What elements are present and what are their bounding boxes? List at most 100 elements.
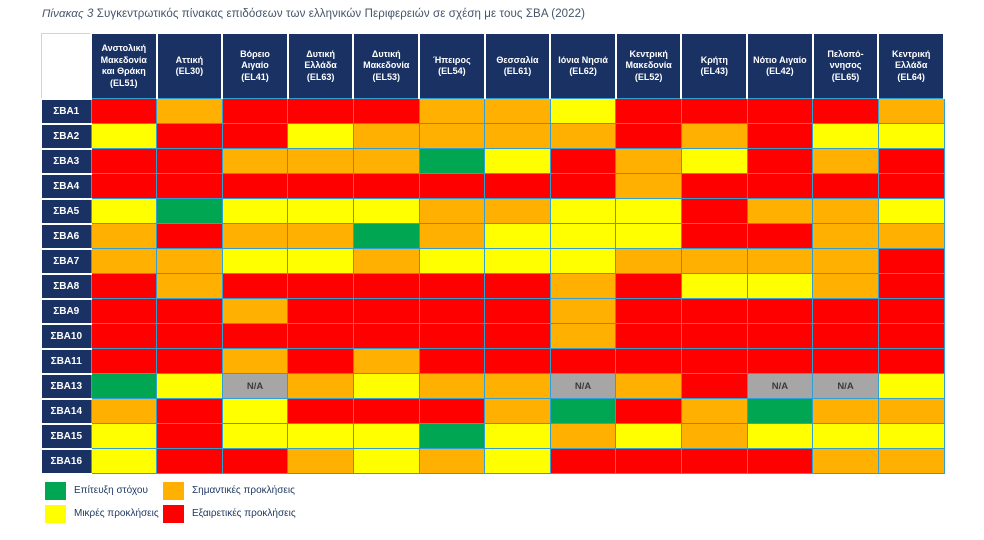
caption-label: Πίνακας 3	[42, 8, 94, 20]
matrix-row: ΣΒΑ3	[40, 147, 945, 175]
status-cell	[418, 298, 486, 324]
status-cell	[352, 198, 420, 224]
column-header-EL64: Κεντρική Ελλάδα (EL64)	[877, 32, 945, 99]
status-cell	[549, 173, 617, 199]
status-cell	[90, 173, 158, 199]
status-cell	[90, 423, 158, 449]
status-cell	[90, 248, 158, 274]
status-cell	[156, 198, 223, 224]
status-cell	[352, 248, 420, 274]
status-cell	[221, 298, 289, 324]
matrix-row: ΣΒΑ8	[40, 272, 945, 300]
status-cell	[418, 173, 486, 199]
status-cell	[221, 98, 289, 124]
status-cell	[615, 123, 682, 149]
status-cell	[877, 448, 945, 474]
status-cell	[680, 448, 748, 474]
status-cell	[156, 148, 223, 174]
status-cell	[746, 348, 814, 374]
caption-text: Συγκεντρωτικός πίνακας επιδόσεων των ελλ…	[96, 8, 586, 20]
status-cell	[812, 123, 879, 149]
status-cell	[484, 173, 551, 199]
status-cell	[418, 348, 486, 374]
status-cell	[615, 223, 682, 249]
status-cell	[484, 123, 551, 149]
status-cell	[746, 323, 814, 349]
status-cell	[680, 273, 748, 299]
status-cell	[418, 323, 486, 349]
status-cell	[680, 348, 748, 374]
status-cell	[877, 148, 945, 174]
status-cell	[352, 98, 420, 124]
status-cell	[877, 273, 945, 299]
status-cell: N/A	[221, 373, 289, 399]
status-cell	[484, 148, 551, 174]
status-cell	[746, 148, 814, 174]
status-cell	[615, 173, 682, 199]
status-cell	[90, 198, 158, 224]
status-cell	[287, 123, 354, 149]
table-caption: Πίνακας 3 Συγκεντρωτικός πίνακας επιδόσε…	[42, 8, 984, 20]
status-cell	[221, 323, 289, 349]
status-cell	[156, 348, 223, 374]
status-cell	[221, 248, 289, 274]
status-cell	[549, 248, 617, 274]
status-cell	[680, 173, 748, 199]
status-cell	[549, 273, 617, 299]
status-cell	[746, 248, 814, 274]
status-cell	[484, 198, 551, 224]
status-cell	[156, 373, 223, 399]
legend-swatch-orange	[163, 481, 184, 500]
status-cell	[812, 223, 879, 249]
status-cell	[746, 298, 814, 324]
legend-label-minor-challenges: Μικρές προκλήσεις	[74, 508, 159, 519]
status-cell	[287, 298, 354, 324]
column-header-EL62: Ιόνια Νησιά (EL62)	[549, 32, 617, 99]
column-header-EL52: Κεντρική Μακεδονία (EL52)	[614, 32, 683, 99]
row-label-sba14: ΣΒΑ14	[40, 397, 92, 425]
report-page: Πίνακας 3 Συγκεντρωτικός πίνακας επιδόσε…	[40, 8, 984, 523]
status-cell	[549, 223, 617, 249]
status-cell	[549, 398, 617, 424]
legend: Επίτευξη στόχου Σημαντικές προκλήσεις Μι…	[45, 481, 375, 523]
status-cell	[615, 148, 682, 174]
status-cell	[418, 198, 486, 224]
matrix-row: ΣΒΑ6	[40, 222, 945, 250]
column-header-EL30: Αττική (EL30)	[155, 32, 224, 99]
matrix-row: ΣΒΑ11	[40, 347, 945, 375]
status-cell	[680, 123, 748, 149]
status-cell	[812, 423, 879, 449]
status-cell	[549, 148, 617, 174]
status-cell	[615, 248, 682, 274]
legend-item-minor-challenges: Μικρές προκλήσεις	[45, 504, 163, 523]
status-cell: N/A	[812, 373, 879, 399]
status-cell	[746, 273, 814, 299]
status-cell	[615, 348, 682, 374]
column-header-EL54: Ήπειρος (EL54)	[418, 32, 486, 99]
status-cell	[418, 273, 486, 299]
status-cell	[156, 323, 223, 349]
status-cell	[221, 123, 289, 149]
status-cell	[680, 323, 748, 349]
status-cell	[287, 273, 354, 299]
matrix-row: ΣΒΑ16	[40, 447, 945, 475]
status-cell	[418, 98, 486, 124]
status-cell	[877, 248, 945, 274]
row-label-sba1: ΣΒΑ1	[40, 97, 92, 125]
status-cell	[484, 298, 551, 324]
row-label-sba16: ΣΒΑ16	[40, 447, 92, 475]
column-header-EL51: Ανστολική Μακεδονία και Θράκη (EL51)	[90, 32, 158, 99]
status-cell	[812, 198, 879, 224]
status-cell	[484, 323, 551, 349]
status-cell	[549, 423, 617, 449]
status-cell	[90, 123, 158, 149]
status-cell	[746, 198, 814, 224]
status-cell	[221, 173, 289, 199]
status-cell	[615, 398, 682, 424]
status-cell	[549, 298, 617, 324]
status-cell	[680, 298, 748, 324]
row-label-sba5: ΣΒΑ5	[40, 197, 92, 225]
matrix-row: ΣΒΑ15	[40, 422, 945, 450]
status-cell	[156, 223, 223, 249]
status-cell	[418, 398, 486, 424]
